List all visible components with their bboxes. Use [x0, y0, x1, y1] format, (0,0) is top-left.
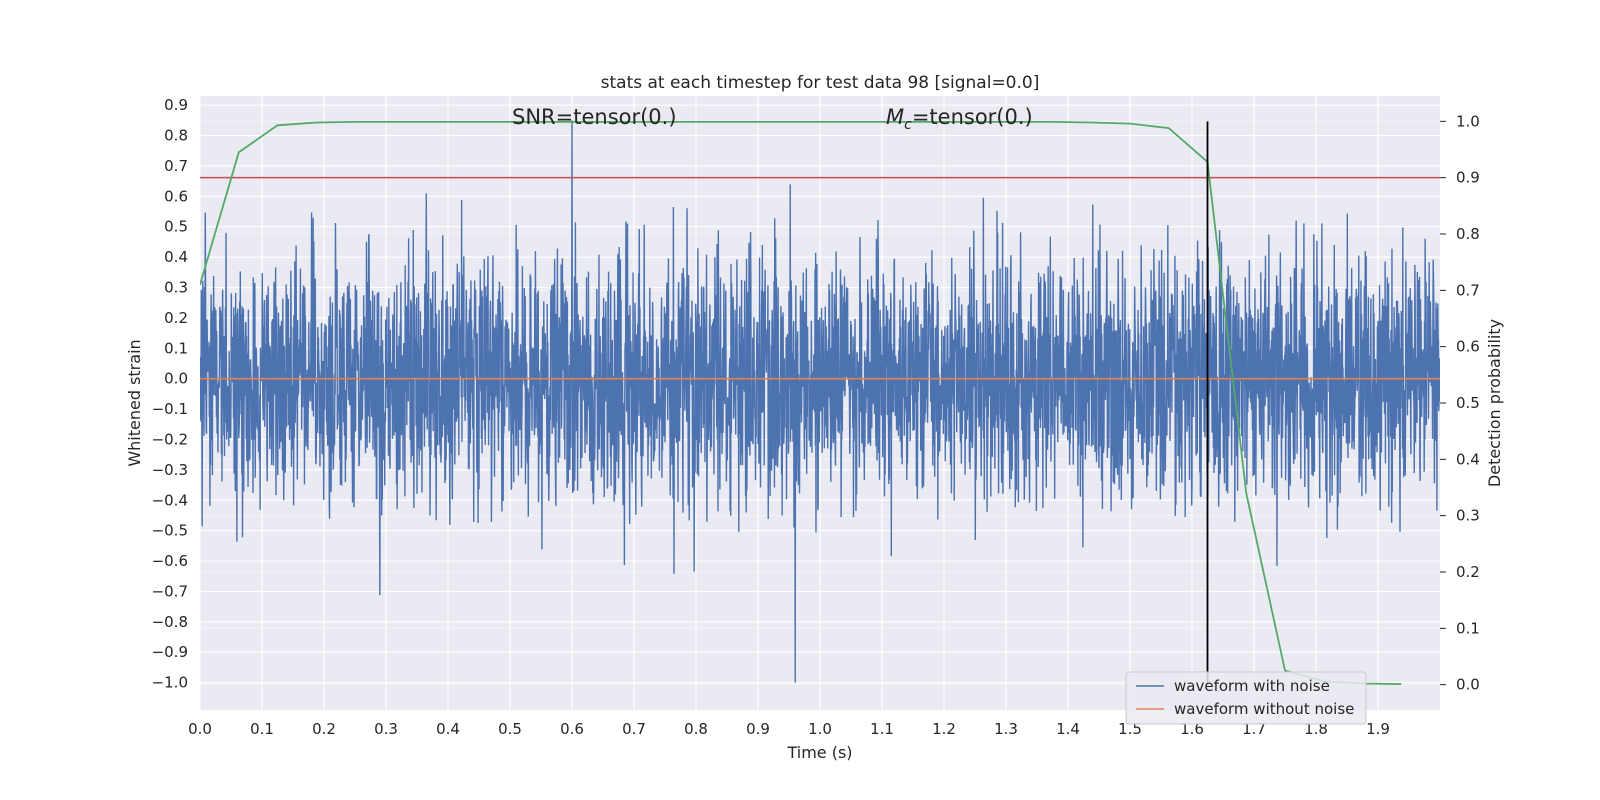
x-tick-label: 1.1	[870, 720, 894, 738]
x-tick-label: 0.6	[560, 720, 584, 738]
y-tick-label: −0.1	[152, 400, 188, 418]
chirp-mass-symbol: M	[886, 105, 904, 129]
y-tick-label: 0.0	[164, 370, 188, 388]
x-tick-label: 1.3	[994, 720, 1018, 738]
y-tick-label: −0.4	[152, 491, 188, 509]
x-tick-label: 0.1	[250, 720, 274, 738]
y-right-tick-label: 1.0	[1456, 112, 1480, 130]
y-tick-label: 0.9	[164, 96, 188, 114]
y-axis-right-label: Detection probability	[1485, 319, 1504, 487]
y-right-tick-label: 0.8	[1456, 225, 1480, 243]
y-right-tick-label: 0.3	[1456, 507, 1480, 525]
legend-label-clean: waveform without noise	[1174, 700, 1354, 718]
legend-box	[1125, 671, 1367, 725]
x-tick-label: 0.4	[436, 720, 460, 738]
y-tick-label: −0.3	[152, 461, 188, 479]
y-right-tick-label: 0.6	[1456, 338, 1480, 356]
chirp-mass-annotation: Mc=tensor(0.)	[886, 105, 1033, 133]
y-tick-label: 0.4	[164, 248, 188, 266]
series-waveform-with-noise	[200, 120, 1440, 683]
x-tick-label: 0.8	[684, 720, 708, 738]
y-tick-label: 0.1	[164, 339, 188, 357]
y-tick-label: 0.7	[164, 157, 188, 175]
y-tick-label: −0.7	[152, 582, 188, 600]
chart-title: stats at each timestep for test data 98 …	[601, 73, 1040, 93]
y-right-tick-label: 0.5	[1456, 394, 1480, 412]
snr-annotation: SNR=tensor(0.)	[512, 105, 677, 129]
x-tick-label: 1.4	[1056, 720, 1080, 738]
series-detection-probability	[200, 121, 1402, 685]
chirp-mass-subscript: c	[904, 117, 912, 133]
x-tick-label: 0.9	[746, 720, 770, 738]
y-tick-label: −0.6	[152, 552, 188, 570]
legend: waveform with noise waveform without noi…	[1125, 671, 1367, 725]
y-tick-label: 0.5	[164, 218, 188, 236]
y-tick-label: 0.6	[164, 187, 188, 205]
y-right-tick-label: 0.4	[1456, 450, 1480, 468]
y-tick-label: −0.2	[152, 430, 188, 448]
y-tick-label: 0.3	[164, 278, 188, 296]
series-layer	[200, 120, 1440, 685]
x-tick-label: 0.5	[498, 720, 522, 738]
y-tick-label: −1.0	[152, 674, 188, 692]
legend-label-noise: waveform with noise	[1174, 677, 1330, 695]
x-tick-label: 0.2	[312, 720, 336, 738]
y-right-tick-label: 0.2	[1456, 563, 1480, 581]
x-tick-label: 0.7	[622, 720, 646, 738]
x-tick-label: 0.3	[374, 720, 398, 738]
x-tick-label: 1.9	[1366, 720, 1390, 738]
x-tick-label: 1.2	[932, 720, 956, 738]
y-tick-label: −0.5	[152, 522, 188, 540]
y-right-tick-label: 0.0	[1456, 676, 1480, 694]
chirp-mass-value: =tensor(0.)	[912, 105, 1033, 129]
y-right-tick-label: 0.1	[1456, 619, 1480, 637]
ticks: 0.0 0.1 0.2 0.3 0.4 0.5 0.6 0.7 0.8 0.9 1.0 1.1 1.2 1…	[152, 96, 1480, 738]
y-axis-label: Whitened strain	[125, 339, 144, 466]
y-tick-label: 0.2	[164, 309, 188, 327]
x-tick-label: 1.0	[808, 720, 832, 738]
y-right-tick-label: 0.7	[1456, 281, 1480, 299]
x-axis-label: Time (s)	[786, 743, 852, 762]
y-tick-label: 0.8	[164, 127, 188, 145]
y-tick-label: −0.8	[152, 613, 188, 631]
y-tick-label: −0.9	[152, 643, 188, 661]
y-right-tick-label: 0.9	[1456, 169, 1480, 187]
x-tick-label: 0.0	[188, 720, 212, 738]
